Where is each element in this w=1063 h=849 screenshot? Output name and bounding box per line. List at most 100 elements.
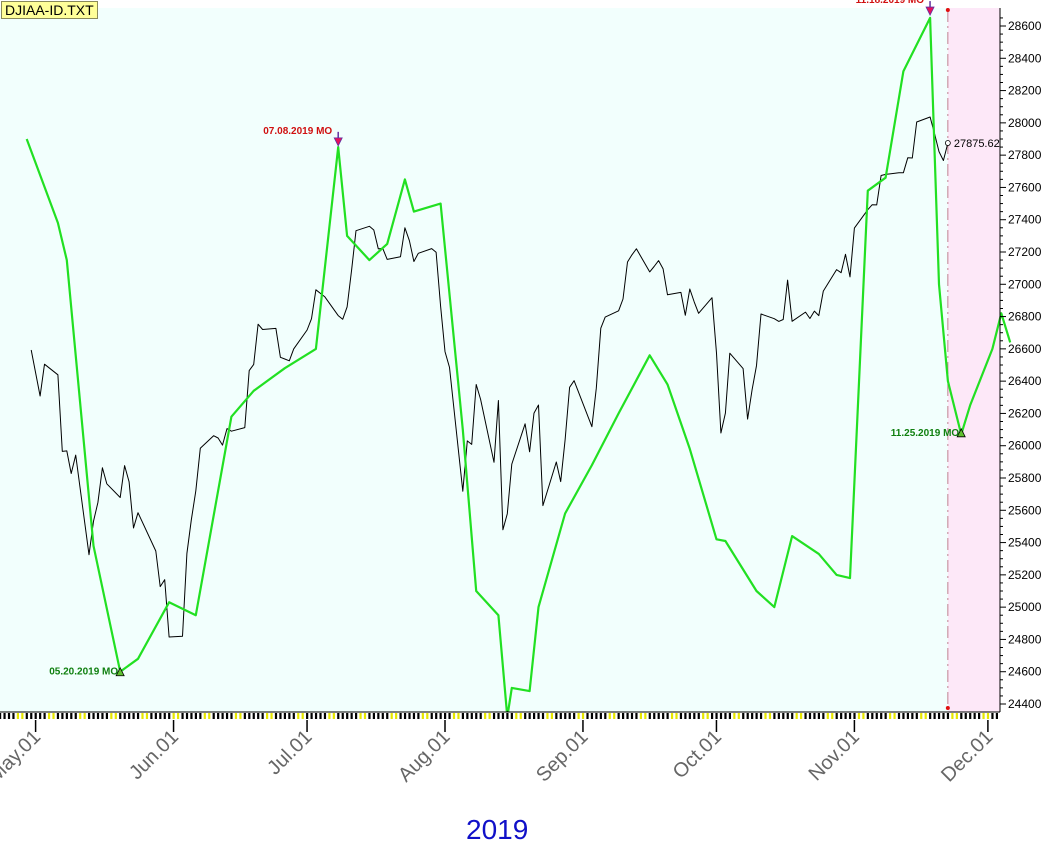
x-day-tick [822, 713, 825, 719]
x-day-tick [274, 713, 278, 719]
x-day-tick [190, 713, 193, 719]
y-tick-label: 25600 [1008, 503, 1042, 517]
x-day-tick [408, 713, 411, 719]
x-day-tick [719, 713, 723, 719]
x-tick-label: Jun.01 [125, 726, 183, 784]
x-day-tick [906, 713, 909, 719]
x-day-tick [871, 713, 874, 719]
x-day-tick [693, 713, 696, 719]
x-day-tick [426, 713, 429, 719]
x-day-tick [764, 713, 767, 719]
x-day-tick [257, 713, 260, 719]
x-day-tick [622, 713, 625, 719]
x-day-tick [866, 713, 869, 719]
x-day-tick [800, 713, 803, 719]
x-day-tick [662, 713, 665, 719]
x-day-tick [114, 713, 117, 719]
y-tick-label: 26400 [1008, 374, 1042, 388]
x-day-tick [768, 713, 772, 719]
x-day-tick [279, 713, 282, 719]
x-day-tick [386, 713, 389, 719]
x-day-tick [568, 713, 571, 719]
x-day-tick [141, 713, 144, 719]
x-day-tick [110, 713, 113, 719]
x-day-tick [47, 713, 51, 719]
x-day-tick [128, 713, 131, 719]
bottom-marker [115, 666, 125, 677]
x-day-tick [795, 713, 798, 719]
x-day-tick [243, 713, 246, 719]
x-axis-label: 2019 [466, 814, 529, 845]
x-day-tick [969, 713, 972, 719]
x-day-tick [172, 713, 175, 719]
x-day-tick [61, 713, 64, 719]
x-day-tick [310, 713, 313, 719]
x-day-tick [185, 713, 189, 719]
x-day-tick [363, 713, 367, 719]
x-day-tick [746, 713, 749, 719]
x-day-tick [181, 713, 184, 719]
x-day-tick [929, 713, 932, 719]
bottom-label: 05.20.2019 MO [49, 667, 118, 678]
x-day-tick [30, 713, 33, 719]
x-day-tick [697, 713, 700, 719]
x-day-tick [283, 713, 286, 719]
x-day-tick [470, 713, 473, 719]
x-day-tick [555, 713, 558, 719]
x-day-tick [105, 713, 108, 719]
x-day-tick [510, 713, 513, 719]
x-day-tick [457, 713, 460, 719]
x-day-tick [724, 713, 727, 719]
x-day-tick [786, 713, 789, 719]
x-day-tick [617, 713, 620, 719]
x-tick-label: Sep.01 [532, 726, 592, 786]
x-day-tick [199, 713, 202, 719]
x-day-tick [911, 713, 914, 719]
x-day-tick [675, 713, 678, 719]
x-day-tick [973, 713, 976, 719]
y-tick-label: 25400 [1008, 536, 1042, 550]
x-day-tick [261, 713, 264, 719]
x-day-tick [252, 713, 255, 719]
x-day-tick [844, 713, 847, 719]
x-day-tick [217, 713, 220, 719]
x-day-tick [515, 713, 518, 719]
x-day-tick [657, 713, 660, 719]
x-day-tick [452, 713, 456, 719]
x-day-tick [559, 713, 562, 719]
x-day-tick [368, 713, 371, 719]
x-day-tick [266, 713, 269, 719]
x-day-tick [880, 713, 883, 719]
x-day-tick [123, 713, 126, 719]
y-tick-label: 26600 [1008, 342, 1042, 356]
bottom-marker [956, 427, 966, 438]
x-day-tick [337, 713, 340, 719]
x-day-tick [666, 713, 669, 719]
x-day-tick [475, 713, 478, 719]
x-day-tick [857, 713, 861, 719]
x-day-tick [915, 713, 918, 719]
y-tick-label: 28200 [1008, 84, 1042, 98]
x-day-tick [168, 713, 171, 719]
x-day-tick [92, 713, 95, 719]
x-day-tick [412, 713, 416, 719]
top-label: 11.18.2019 MO [856, 0, 925, 6]
x-day-tick [808, 713, 812, 719]
last-value-marker [944, 140, 951, 146]
x-day-tick [297, 713, 300, 719]
price-series-line [30, 116, 949, 638]
y-tick-label: 27800 [1008, 148, 1042, 162]
x-day-tick [581, 713, 585, 719]
x-day-tick [933, 713, 936, 719]
x-day-tick [840, 713, 843, 719]
future-region-shade [947, 8, 1000, 712]
x-day-tick [395, 713, 398, 719]
x-day-tick [537, 713, 540, 719]
y-tick-label: 28400 [1008, 51, 1042, 65]
x-day-tick [159, 713, 162, 719]
x-day-tick [599, 713, 602, 719]
y-tick-label: 28000 [1008, 116, 1042, 130]
x-day-tick [83, 713, 86, 719]
x-day-tick [461, 713, 464, 719]
x-day-tick [435, 713, 438, 719]
